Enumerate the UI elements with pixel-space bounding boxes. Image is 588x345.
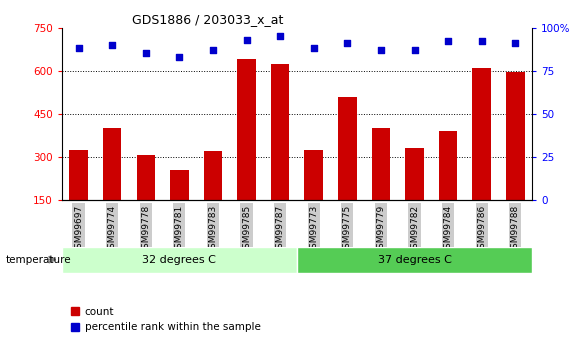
Bar (170, 170, 189, 243)
Bar (69, 150, 88, 243)
Bar (305, 150, 323, 243)
Point (477, 39, 486, 44)
Text: temperature: temperature (6, 255, 72, 265)
Bar (473, 68, 491, 243)
Text: GDS1886 / 203033_x_at: GDS1886 / 203033_x_at (132, 13, 283, 27)
Point (410, 47, 419, 53)
Point (343, 40, 352, 46)
Bar (506, 72, 524, 243)
Point (141, 51, 151, 56)
Point (275, 33, 285, 39)
Point (74, 46, 83, 51)
Bar (203, 151, 222, 243)
Bar (297, 247, 532, 273)
Point (443, 39, 453, 44)
Point (175, 54, 184, 60)
Point (242, 37, 251, 42)
Bar (372, 128, 390, 243)
Point (510, 40, 520, 46)
Bar (62, 247, 297, 273)
Bar (136, 155, 155, 243)
Bar (338, 97, 356, 243)
Bar (271, 63, 289, 243)
Legend: count, percentile rank within the sample: count, percentile rank within the sample (67, 303, 265, 336)
Text: 32 degrees C: 32 degrees C (142, 255, 216, 265)
Bar (103, 128, 121, 243)
Point (309, 46, 319, 51)
Bar (405, 148, 424, 243)
Point (208, 47, 218, 53)
Text: 37 degrees C: 37 degrees C (377, 255, 452, 265)
Point (108, 42, 117, 48)
Point (376, 47, 386, 53)
Bar (439, 131, 457, 243)
Bar (238, 59, 256, 243)
